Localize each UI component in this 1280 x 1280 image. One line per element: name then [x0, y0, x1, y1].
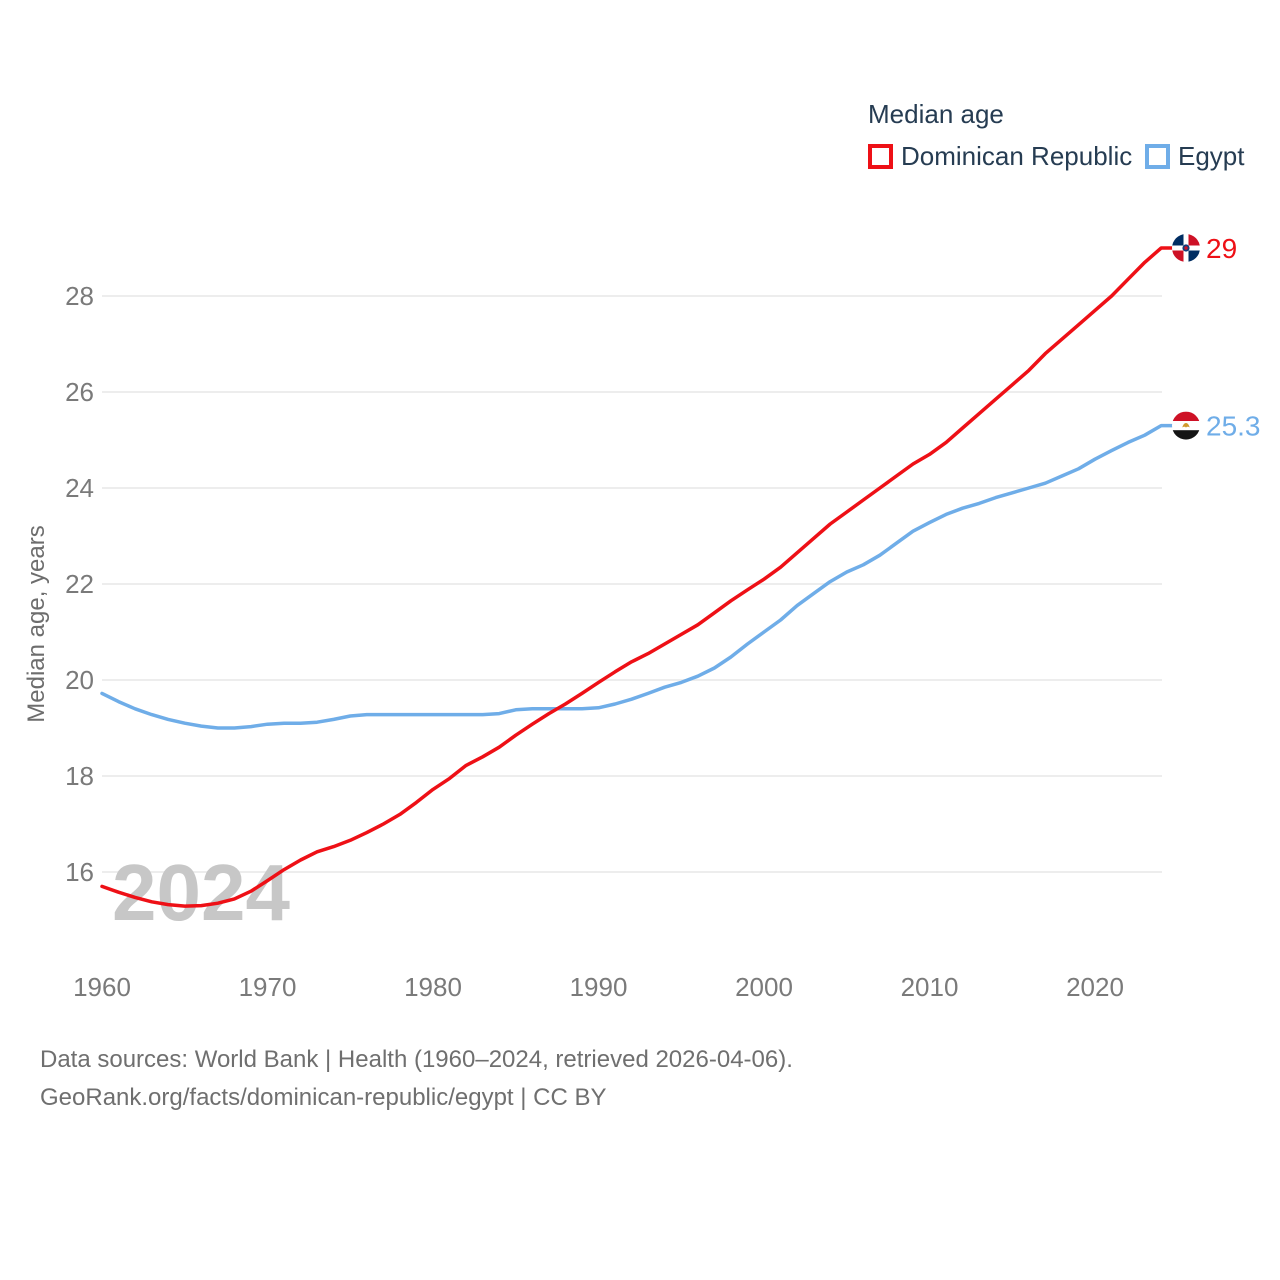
footer-attribution-url: GeoRank.org/facts/dominican-republic/egy…: [40, 1084, 607, 1111]
y-tick-label-20: 20: [65, 665, 94, 695]
y-tick-label-26: 26: [65, 377, 94, 407]
y-tick-label-24: 24: [65, 473, 94, 503]
dominican-republic-flag-icon: [1172, 234, 1200, 262]
dominican-republic-line[interactable]: [100, 246, 1175, 908]
watermark-year: 2024: [112, 848, 290, 937]
footer-data-sources: Data sources: World Bank | Health (1960–…: [40, 1046, 793, 1073]
x-tick-label-2010: 2010: [901, 972, 959, 1002]
y-axis-title: Median age, years: [23, 525, 50, 722]
dominican-republic-swatch: [868, 144, 893, 169]
x-tick-label-1960: 1960: [73, 972, 131, 1002]
end-value-label-egypt: 25.3: [1206, 411, 1261, 442]
egypt-line[interactable]: [100, 423, 1175, 730]
legend-label-dominican-republic: Dominican Republic: [901, 141, 1133, 171]
egypt-swatch: [1145, 144, 1170, 169]
x-tick-label-2000: 2000: [735, 972, 793, 1002]
y-tick-label-28: 28: [65, 281, 94, 311]
egypt-flag-icon: [1172, 411, 1200, 440]
legend-title: Median age: [868, 99, 1004, 129]
x-tick-label-2020: 2020: [1066, 972, 1124, 1002]
x-tick-label-1980: 1980: [404, 972, 462, 1002]
legend-item-dominican-republic[interactable]: Dominican Republic: [868, 141, 1132, 172]
x-tick-label-1990: 1990: [570, 972, 628, 1002]
y-tick-label-16: 16: [65, 857, 94, 887]
legend-item-egypt[interactable]: Egypt: [1145, 141, 1245, 172]
y-tick-label-22: 22: [65, 569, 94, 599]
legend-label-egypt: Egypt: [1178, 141, 1245, 171]
end-value-label-dominican-republic: 29: [1206, 233, 1237, 264]
y-tick-label-18: 18: [65, 761, 94, 791]
x-tick-label-1970: 1970: [239, 972, 297, 1002]
